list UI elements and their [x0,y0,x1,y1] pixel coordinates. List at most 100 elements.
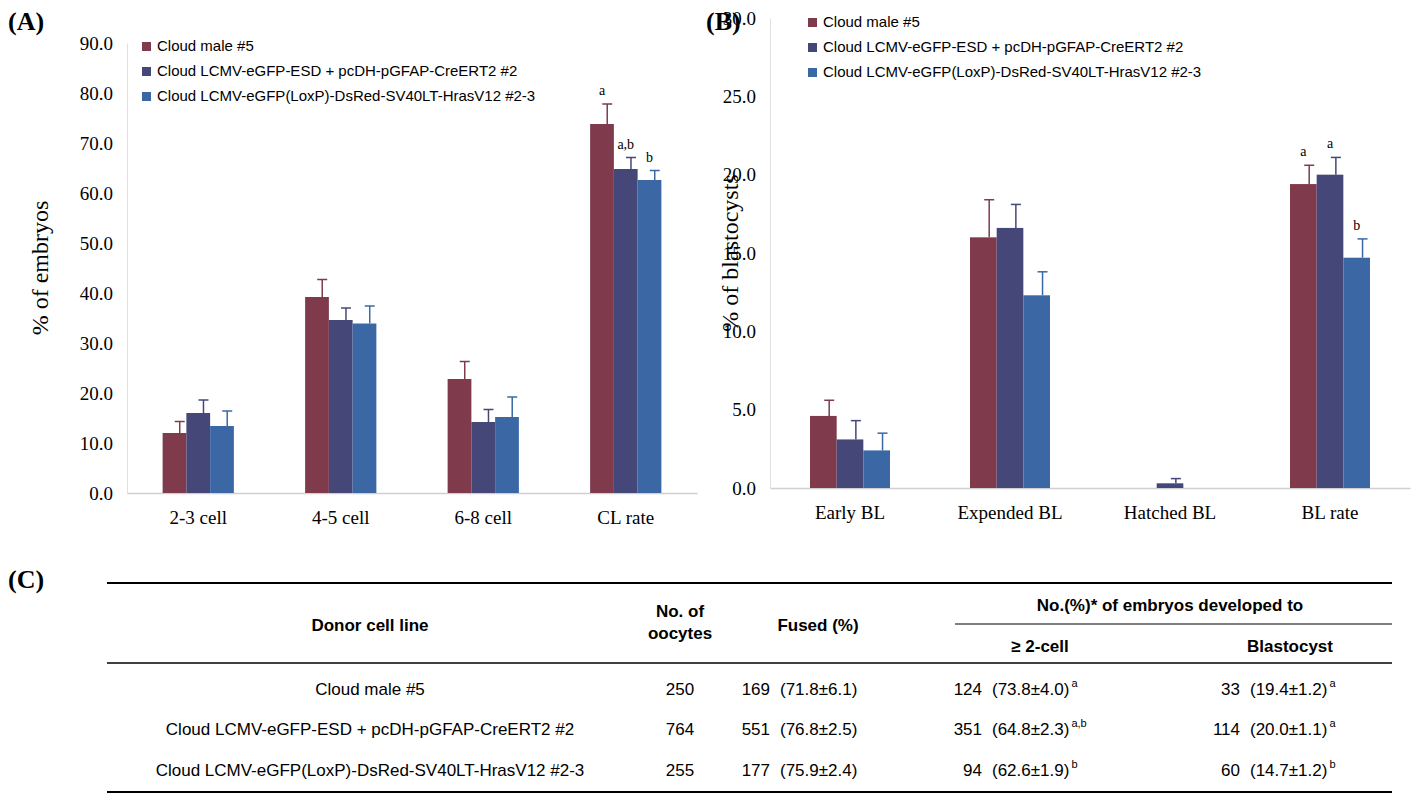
y-tick: 5.0 [732,399,770,420]
y-tick-label: 30.0 [80,333,113,354]
legend-swatch [142,92,151,101]
error-bar [1171,479,1181,484]
error-bar-cap [602,103,612,105]
error-bar-stem [179,422,181,434]
table-text: 764 [666,720,694,739]
table-text: 124 [954,680,982,699]
table-rule [107,791,1392,793]
error-bar-stem [1362,239,1364,258]
x-tick-label: 2-3 cell [169,507,227,528]
table-text: 250 [666,680,694,699]
annotations: aa,bb [599,83,653,165]
table-text: (19.4±1.2) [1250,680,1327,699]
x-axis: 2-3 cell 4-5 cell 6-8 cell CL rate [128,493,698,528]
y-tick-label: 70.0 [80,133,113,154]
legend-swatch [142,67,151,76]
x-tick-label: Expended BL [957,502,1062,523]
error-bar-cap [1304,165,1314,167]
bar [1317,175,1344,488]
x-tick-label: 4-5 cell [312,507,370,528]
error-bar [198,400,208,413]
bar [614,169,638,493]
y-tick: 25.0 [723,86,770,107]
error-bar [483,410,493,423]
x-axis: Early BLExpended BLHatched BLBL rate [771,488,1411,523]
error-bar [824,400,834,416]
table-text: Cloud LCMV-eGFP-ESD + pcDH-pGFAP-CreERT2… [166,720,574,739]
error-bar-stem [226,411,228,426]
table-rule [107,662,1392,664]
error-bar-stem [828,400,830,416]
x-tick-label: CL rate [597,507,654,528]
table-rule [107,582,1392,584]
error-bar [626,158,636,170]
legend-item: Cloud LCMV-eGFP(LoxP)-DsRed-SV40LT-HrasV… [808,63,1201,80]
table-text: 177 [742,761,770,780]
y-tick-label: 25.0 [723,86,756,107]
error-bar-cap [626,157,636,159]
error-bar [365,306,375,324]
y-tick: 80.0 [80,83,127,104]
bar [863,450,890,488]
error-bar-cap [650,170,660,172]
bar [471,422,495,493]
y-tick-label: 15.0 [723,243,756,264]
table-text: 114 [1213,720,1240,739]
error-bar [1331,157,1341,174]
y-tick-label: 0.0 [732,478,756,499]
table-text: ≥ 2-cell [1011,637,1069,656]
bar [590,124,614,493]
x-tick: 2-3 cell [169,493,227,528]
y-tick: 60.0 [80,183,127,204]
y-tick: 40.0 [80,283,127,304]
error-bar-stem [488,410,490,423]
table-text: Blastocyst [1247,637,1333,656]
error-bar-cap [1358,238,1368,240]
table-text: (75.9±2.4) [780,761,857,780]
table-text: 169 [742,680,770,699]
error-bar [1304,165,1314,184]
table-text: a,b [1071,717,1086,729]
table-text: (14.7±1.2) [1250,761,1327,780]
error-bar-cap [1171,478,1181,480]
table-text: 551 [742,720,770,739]
legend-label: Cloud LCMV-eGFP-ESD + pcDH-pGFAP-CreERT2… [823,38,1183,55]
error-bar-stem [630,158,632,170]
bar [163,433,187,493]
error-bar [1358,239,1368,258]
y-tick-label: 30.0 [723,8,756,29]
y-tick: 30.0 [723,8,770,29]
table-text: Fused (%) [777,616,858,635]
table-text: (62.6±1.9) [992,761,1069,780]
table-text: 255 [666,761,694,780]
bar [210,426,234,493]
bar [1183,488,1210,489]
y-tick-label: 10.0 [80,433,113,454]
error-bar-cap [1038,271,1048,273]
error-bar-cap [222,410,232,412]
y-tick: 15.0 [723,243,770,264]
y-tick-label: 5.0 [732,399,756,420]
legend-label: Cloud LCMV-eGFP(LoxP)-DsRed-SV40LT-HrasV… [157,87,535,104]
x-tick: 4-5 cell [312,493,370,528]
legend-item: Cloud male #5 [808,13,920,30]
significance-letter: b [1353,218,1360,233]
bar [1343,258,1370,488]
y-tick-label: 0.0 [89,483,113,504]
legend-swatch [808,18,817,27]
x-tick: 6-8 cell [454,493,512,528]
significance-letter: a,b [617,137,634,152]
error-bar [460,362,470,380]
x-tick: Expended BL [957,488,1062,523]
error-bar-stem [882,433,884,450]
error-bar-cap [175,421,185,423]
legend: Cloud male #5 Cloud LCMV-eGFP-ESD + pcDH-… [808,13,1201,80]
x-tick-label: Early BL [815,502,885,523]
error-bar [1011,204,1021,228]
x-tick: Hatched BL [1124,488,1216,523]
table-text: a [1329,717,1336,729]
table-text: (73.8±4.0) [992,680,1069,699]
bar [638,180,662,493]
panel-label: (A) [8,7,44,36]
table-text: (64.8±2.3) [992,720,1069,739]
